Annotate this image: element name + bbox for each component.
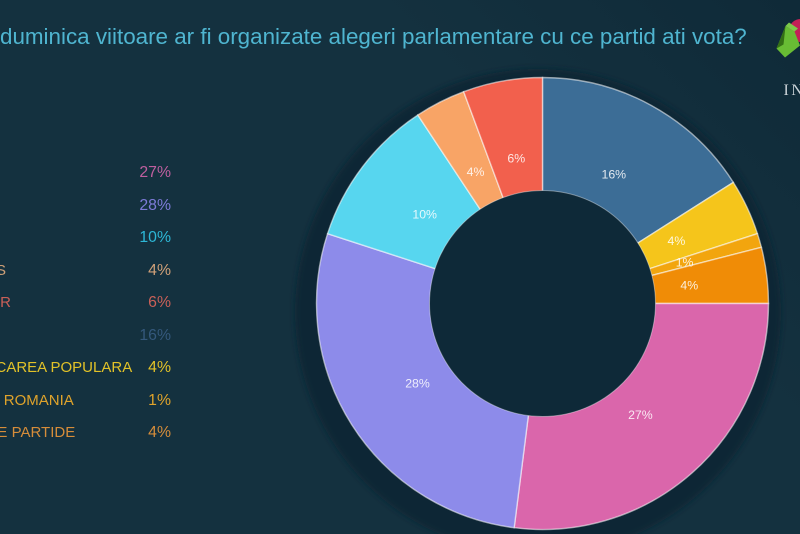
svg-text:4%: 4% [680, 279, 698, 293]
svg-text:16%: 16% [601, 167, 626, 181]
svg-text:4%: 4% [467, 165, 485, 179]
svg-text:6%: 6% [507, 151, 525, 165]
svg-text:10%: 10% [412, 207, 437, 221]
svg-text:28%: 28% [405, 376, 430, 390]
svg-text:4%: 4% [668, 234, 686, 248]
svg-text:1%: 1% [676, 256, 694, 270]
svg-text:27%: 27% [628, 408, 653, 422]
